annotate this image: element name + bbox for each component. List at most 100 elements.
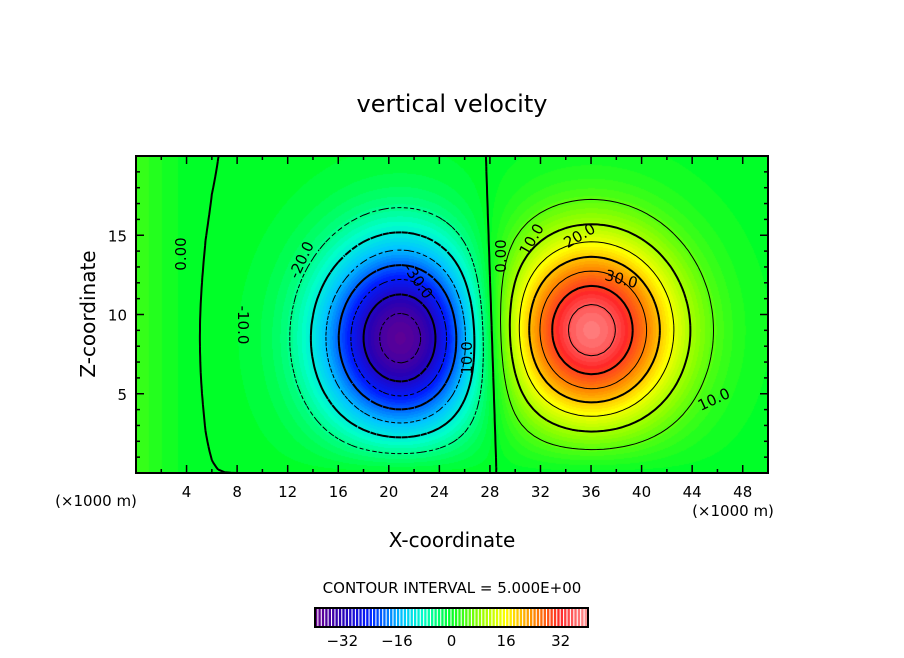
colorbar-swatch <box>328 608 331 627</box>
x-tick-labels: 4 8 12 16 20 24 28 32 36 40 44 48 <box>182 483 752 501</box>
x-tick-label: 8 <box>232 483 242 501</box>
colorbar-swatch <box>454 608 458 627</box>
colorbar-swatch <box>570 608 574 627</box>
x-tick-label: 48 <box>733 483 752 501</box>
chart-title: vertical velocity <box>357 90 548 118</box>
colorbar <box>315 608 587 627</box>
colorbar-tick-label: −32 <box>326 632 358 650</box>
colorbar-swatch <box>529 608 533 627</box>
colorbar-swatch <box>564 608 567 627</box>
contour-line <box>568 304 616 357</box>
x-tick-label: 32 <box>531 483 550 501</box>
colorbar-swatch <box>444 608 448 627</box>
colorbar-swatch <box>441 608 444 627</box>
colorbar-swatch <box>499 608 502 627</box>
contour-line <box>309 231 476 439</box>
colorbar-swatch <box>342 608 345 627</box>
colorbar-swatch <box>536 608 540 627</box>
contour-label: 10.0 <box>458 341 476 374</box>
colorbar-swatch <box>550 608 553 627</box>
colorbar-swatch <box>403 608 407 627</box>
x-axis-unit-left: (×1000 m) <box>55 492 137 510</box>
contour-line <box>337 264 458 411</box>
contour-label: 0.00 <box>172 237 190 270</box>
colorbar-swatch <box>338 608 342 627</box>
colorbar-swatch <box>560 608 564 627</box>
colorbar-swatch <box>379 608 383 627</box>
colorbar-swatch <box>396 608 400 627</box>
contour-line <box>289 207 484 455</box>
colorbar-swatch <box>400 608 403 627</box>
colorbar-swatch <box>451 608 454 627</box>
colorbar-swatch <box>478 608 482 627</box>
colorbar-swatch <box>543 608 546 627</box>
colorbar-swatch <box>376 608 379 627</box>
colorbar-swatch <box>468 608 471 627</box>
colorbar-swatch <box>332 608 335 627</box>
colorbar-swatch <box>516 608 519 627</box>
colorbar-swatch <box>424 608 427 627</box>
colorbar-frame <box>314 607 589 628</box>
contour-line <box>528 255 661 404</box>
colorbar-swatch <box>335 608 338 627</box>
colorbar-swatch <box>345 608 349 627</box>
colorbar-swatch <box>584 608 587 627</box>
x-tick-label: 4 <box>182 483 192 501</box>
colorbar-swatch <box>465 608 468 627</box>
colorbar-swatch <box>533 608 536 627</box>
contour-line <box>500 198 714 451</box>
colorbar-swatch <box>352 608 355 627</box>
velocity-field-heatmap <box>136 156 768 473</box>
colorbar-tick-label: 32 <box>551 632 570 650</box>
colorbar-swatch <box>373 608 376 627</box>
colorbar-swatch <box>495 608 499 627</box>
colorbar-swatch <box>489 608 492 627</box>
colorbar-swatch <box>349 608 352 627</box>
colorbar-swatch <box>325 608 328 627</box>
colorbar-swatch <box>390 608 393 627</box>
colorbar-swatch <box>420 608 424 627</box>
contour-label: 0.00 <box>492 239 510 272</box>
x-tick-label: 36 <box>581 483 600 501</box>
colorbar-swatch <box>482 608 485 627</box>
colorbar-swatch <box>547 608 550 627</box>
contour-line <box>539 270 648 390</box>
colorbar-tick-label: 0 <box>447 632 457 650</box>
y-tick-label: 10 <box>108 307 127 325</box>
colorbar-swatch <box>318 608 321 627</box>
colorbar-swatch <box>369 608 372 627</box>
colorbar-swatch <box>417 608 420 627</box>
colorbar-swatch <box>386 608 390 627</box>
colorbar-swatch <box>557 608 560 627</box>
x-tick-label: 40 <box>632 483 651 501</box>
colorbar-swatch <box>492 608 495 627</box>
contour-line <box>551 284 634 376</box>
x-axis-unit-right: (×1000 m) <box>692 502 774 520</box>
colorbar-tick-labels: −32 −16 0 16 32 <box>326 632 570 650</box>
colorbar-swatch <box>581 608 584 627</box>
colorbar-swatch <box>540 608 543 627</box>
colorbar-swatch <box>434 608 437 627</box>
colorbar-swatch <box>502 608 506 627</box>
colorbar-swatch <box>437 608 441 627</box>
colorbar-swatch <box>315 608 318 627</box>
colorbar-tick-label: 16 <box>497 632 516 650</box>
x-tick-label: 12 <box>278 483 297 501</box>
colorbar-swatch <box>359 608 362 627</box>
contour-line <box>362 293 437 383</box>
colorbar-swatch <box>512 608 516 627</box>
colorbar-swatch <box>567 608 570 627</box>
colorbar-swatch <box>410 608 413 627</box>
colorbar-swatch <box>393 608 396 627</box>
contour-line <box>325 249 466 424</box>
colorbar-tick-label: −16 <box>381 632 413 650</box>
colorbar-swatch <box>509 608 512 627</box>
colorbar-swatch <box>413 608 417 627</box>
contour-label: -10.0 <box>234 306 252 345</box>
x-tick-label: 28 <box>480 483 499 501</box>
x-tick-label: 16 <box>329 483 348 501</box>
colorbar-swatch <box>553 608 557 627</box>
colorbar-swatch <box>321 608 325 627</box>
colorbar-swatch <box>523 608 526 627</box>
x-tick-label: 44 <box>683 483 702 501</box>
